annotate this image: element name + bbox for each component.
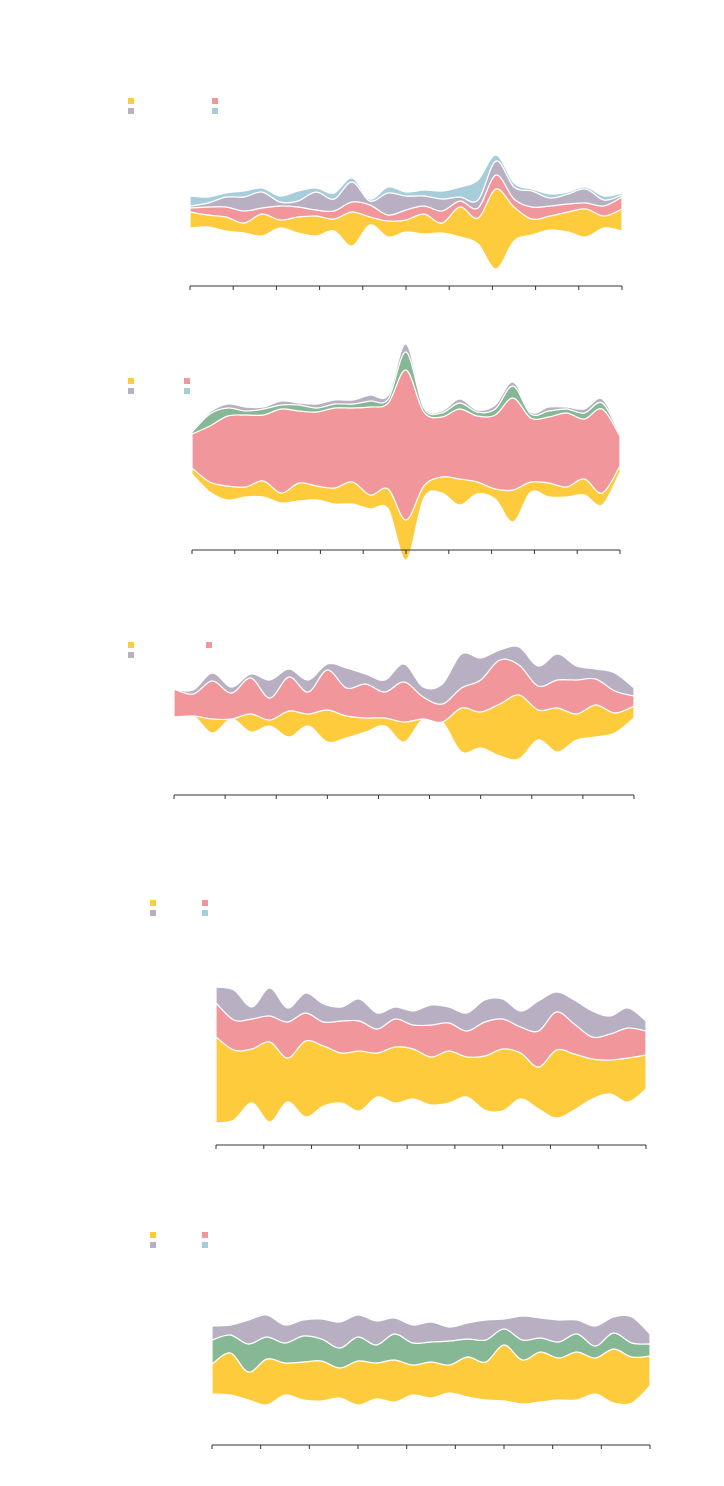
- legend-swatch-yellow: [150, 900, 156, 906]
- legend-swatch-purple: [128, 652, 134, 658]
- stream-layer-purple: [173, 645, 635, 705]
- legend-swatch-purple: [150, 910, 156, 916]
- stream-layer-purple: [215, 986, 647, 1039]
- legend-swatch-pink: [212, 98, 218, 104]
- legend-swatch-purple: [128, 108, 134, 114]
- legend: [128, 98, 218, 114]
- stream-chart-5: [150, 1232, 651, 1449]
- stream-layer-purple: [191, 343, 621, 437]
- legend-swatch-pink: [206, 642, 212, 648]
- legend-swatch-purple: [128, 388, 134, 394]
- stream-layer-purple: [211, 1314, 651, 1349]
- legend-swatch-pink: [184, 378, 190, 384]
- legend-swatch-yellow: [128, 378, 134, 384]
- x-axis: [173, 794, 635, 799]
- legend-swatch-pink: [202, 900, 208, 906]
- legend-swatch-yellow: [128, 98, 134, 104]
- legend-swatch-blue: [184, 388, 190, 394]
- stream-chart-3: [128, 642, 635, 799]
- x-axis: [211, 1444, 651, 1449]
- legend-swatch-yellow: [128, 642, 134, 648]
- legend: [150, 900, 208, 916]
- stream-chart-1: [128, 98, 623, 290]
- x-axis: [215, 1144, 647, 1149]
- x-axis: [189, 285, 623, 290]
- legend-swatch-blue: [202, 910, 208, 916]
- stream-chart-2: [128, 343, 621, 561]
- x-axis: [191, 549, 621, 554]
- stream-layer-blue: [189, 154, 623, 207]
- legend-swatch-purple: [150, 1242, 156, 1248]
- legend: [128, 378, 190, 394]
- legend-swatch-blue: [212, 108, 218, 114]
- legend-swatch-pink: [202, 1232, 208, 1238]
- legend-swatch-blue: [202, 1242, 208, 1248]
- legend: [128, 642, 212, 658]
- stream-chart-4: [150, 900, 647, 1149]
- legend-swatch-yellow: [150, 1232, 156, 1238]
- legend: [150, 1232, 208, 1248]
